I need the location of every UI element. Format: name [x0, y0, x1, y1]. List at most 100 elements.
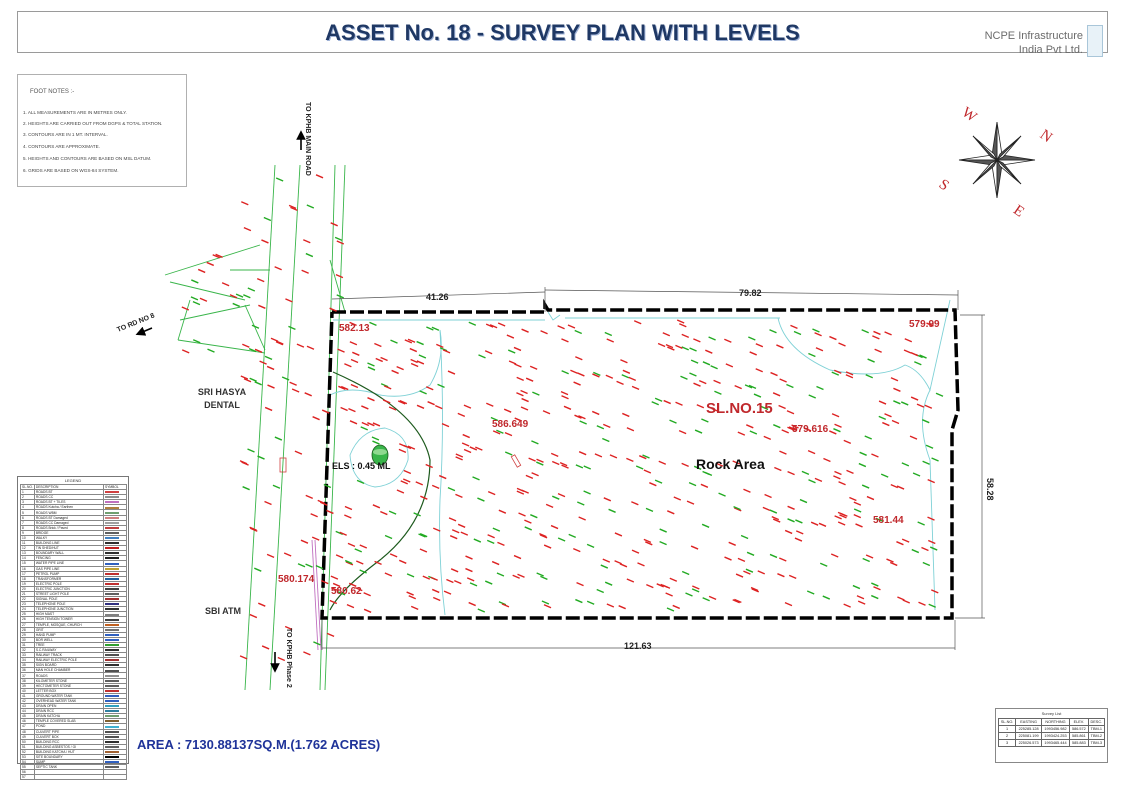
survey-point [468, 601, 476, 607]
survey-point [347, 542, 356, 547]
survey-point [288, 325, 296, 331]
survey-point [409, 347, 418, 353]
footnote-item: 1. ALL MEASUREMENTS ARE IN METRES ONLY. [23, 110, 127, 115]
survey-point [469, 582, 478, 587]
survey-point [463, 404, 472, 409]
survey-point [520, 406, 529, 411]
survey-point [275, 177, 284, 182]
survey-point [774, 466, 782, 472]
survey-point [849, 496, 857, 502]
compass-e: E [1010, 202, 1027, 220]
survey-point [354, 548, 363, 553]
legend-symbol-icon [105, 613, 119, 616]
footnotes-box: FOOT NOTES :- 1. ALL MEASUREMENTS ARE IN… [17, 74, 187, 187]
coordinate-header-cell: SL.NO. [997, 718, 1017, 726]
survey-point [838, 481, 846, 486]
survey-point [497, 322, 506, 327]
survey-point [264, 500, 272, 506]
survey-point [251, 324, 260, 329]
survey-point [858, 462, 867, 468]
survey-point [795, 519, 803, 524]
survey-point [291, 388, 300, 393]
survey-point [344, 559, 353, 565]
legend-symbol-icon [105, 674, 119, 677]
survey-point [427, 401, 435, 406]
survey-point [819, 562, 828, 567]
survey-point [602, 558, 611, 563]
survey-point [192, 339, 201, 344]
legend-symbol-icon [105, 582, 119, 585]
legend-symbol-icon [105, 684, 119, 687]
survey-point [626, 457, 634, 463]
survey-point [663, 399, 671, 405]
page-title: ASSET No. 18 - SURVEY PLAN WITH LEVELS [325, 20, 800, 45]
survey-point [896, 541, 904, 546]
survey-point [857, 600, 866, 605]
survey-point [762, 506, 771, 512]
survey-point [461, 442, 470, 447]
survey-point [649, 482, 657, 487]
survey-point [446, 578, 454, 584]
survey-point [874, 348, 882, 353]
survey-point [524, 519, 532, 524]
legend-row: 40 LETTER BOX [20, 687, 127, 694]
survey-point [404, 339, 413, 344]
survey-point [520, 389, 528, 395]
survey-point [455, 493, 463, 499]
survey-point [447, 370, 456, 375]
survey-point [763, 435, 772, 441]
survey-point [492, 527, 501, 532]
coordinate-header-row: SL.NO. EASTING NORTHING ELEV. DESC. [997, 718, 1106, 726]
survey-point [853, 508, 862, 513]
survey-point [266, 365, 275, 371]
survey-point [561, 370, 569, 375]
survey-point [673, 496, 682, 501]
survey-point [514, 363, 522, 368]
survey-point [816, 385, 824, 391]
legend-row: 42 OVERHEAD WATER TANK [20, 697, 127, 705]
survey-point [232, 302, 240, 308]
survey-point [372, 440, 380, 445]
survey-point [606, 603, 615, 608]
survey-point [660, 583, 668, 589]
level-label: 582.13 [339, 323, 370, 334]
survey-point [288, 204, 297, 210]
survey-point [812, 328, 820, 333]
survey-point [356, 479, 365, 485]
survey-point [708, 336, 716, 341]
survey-point [516, 376, 524, 382]
survey-point [690, 545, 699, 550]
survey-point [696, 404, 705, 409]
survey-point [893, 387, 901, 392]
survey-point [380, 383, 389, 388]
survey-point [551, 495, 560, 500]
coordinate-cell: 1993465.444 [1040, 739, 1071, 747]
legend-symbol-icon [105, 542, 119, 545]
survey-point [688, 482, 697, 487]
survey-point [266, 553, 275, 559]
survey-point [207, 348, 215, 353]
survey-point [336, 240, 345, 245]
legend-symbol-icon [105, 572, 119, 575]
survey-point [843, 603, 851, 608]
coordinate-cell: 3 [997, 739, 1017, 747]
survey-point [745, 568, 754, 573]
survey-point [614, 532, 623, 537]
legend-symbol-icon [105, 766, 119, 769]
coordinate-cell: TBM-3 [1087, 739, 1106, 747]
survey-point [406, 573, 415, 578]
survey-point [702, 361, 711, 366]
dimension-right: 58.28 [985, 478, 995, 501]
survey-point [521, 397, 529, 403]
survey-point [396, 365, 404, 371]
legend-symbol-icon [105, 720, 119, 723]
survey-point [681, 346, 689, 351]
building-marker [510, 454, 522, 468]
survey-point [539, 532, 547, 538]
sl-no-label: SL.NO.15 [706, 400, 773, 417]
survey-point [856, 595, 865, 600]
survey-point [718, 492, 726, 497]
survey-point [746, 551, 755, 556]
coordinate-cell: 586.572 [1069, 725, 1089, 733]
survey-point [791, 424, 799, 429]
